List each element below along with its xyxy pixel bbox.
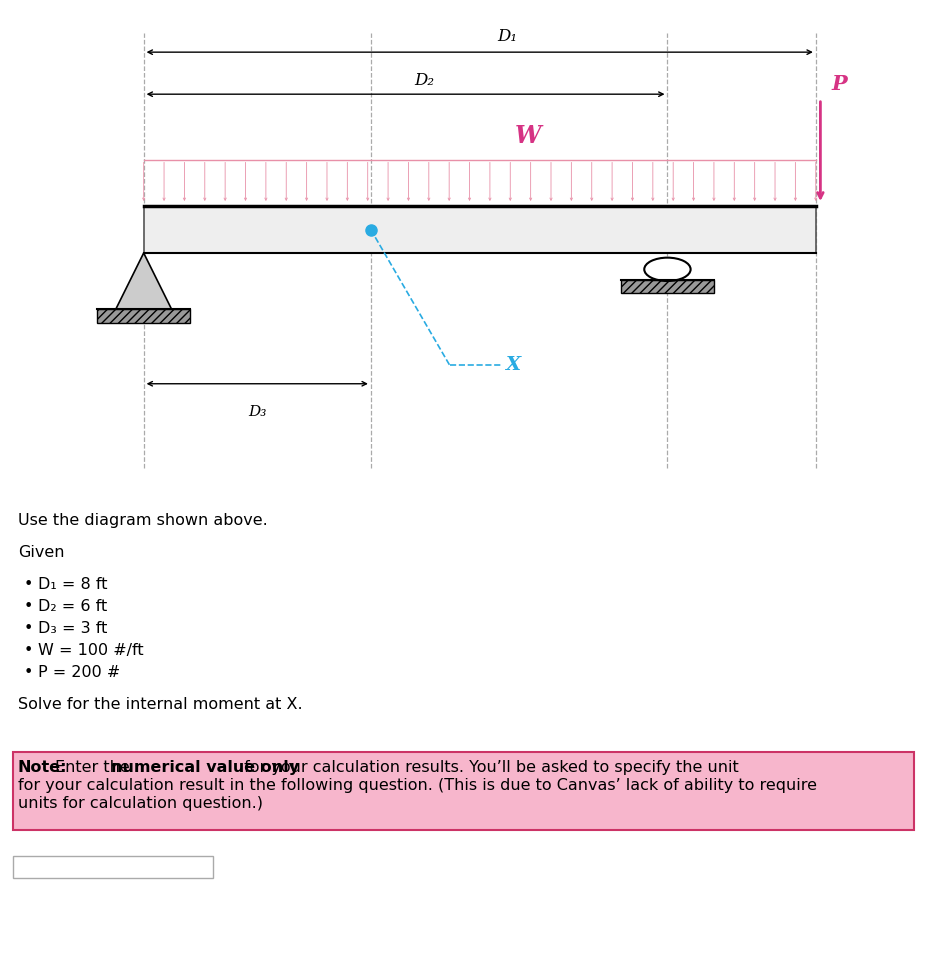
Text: numerical value only: numerical value only [111, 760, 299, 775]
Text: P: P [832, 74, 847, 94]
Text: units for calculation question.): units for calculation question.) [18, 796, 263, 811]
Text: •: • [24, 599, 33, 614]
Text: W = 100 #/ft: W = 100 #/ft [38, 643, 144, 659]
Text: for your calculation results. You’ll be asked to specify the unit: for your calculation results. You’ll be … [239, 760, 739, 775]
Bar [621, 279, 714, 293]
Text: •: • [24, 666, 33, 680]
Text: •: • [24, 577, 33, 593]
Text: W: W [515, 125, 541, 148]
Bar [144, 206, 816, 253]
Text: D₃: D₃ [248, 405, 266, 418]
Text: D₂: D₂ [414, 72, 434, 89]
Polygon shape [116, 253, 171, 309]
Circle shape [644, 258, 691, 281]
Bar [13, 752, 914, 830]
Text: D₃ = 3 ft: D₃ = 3 ft [38, 622, 108, 636]
Text: Use the diagram shown above.: Use the diagram shown above. [18, 514, 268, 528]
Text: X: X [505, 356, 520, 374]
Bar [97, 309, 190, 323]
Text: •: • [24, 643, 33, 659]
Text: D₁: D₁ [498, 28, 517, 45]
Text: D₂ = 6 ft: D₂ = 6 ft [38, 599, 108, 614]
Text: D₁ = 8 ft: D₁ = 8 ft [38, 577, 108, 593]
Text: Enter the: Enter the [55, 760, 134, 775]
Text: for your calculation result in the following question. (This is due to Canvas’ l: for your calculation result in the follo… [18, 778, 817, 793]
Text: •: • [24, 622, 33, 636]
Text: Solve for the internal moment at X.: Solve for the internal moment at X. [18, 698, 302, 712]
Text: Given: Given [18, 546, 65, 560]
Bar [13, 856, 213, 878]
Text: P = 200 #: P = 200 # [38, 666, 121, 680]
Text: Note:: Note: [18, 760, 68, 775]
